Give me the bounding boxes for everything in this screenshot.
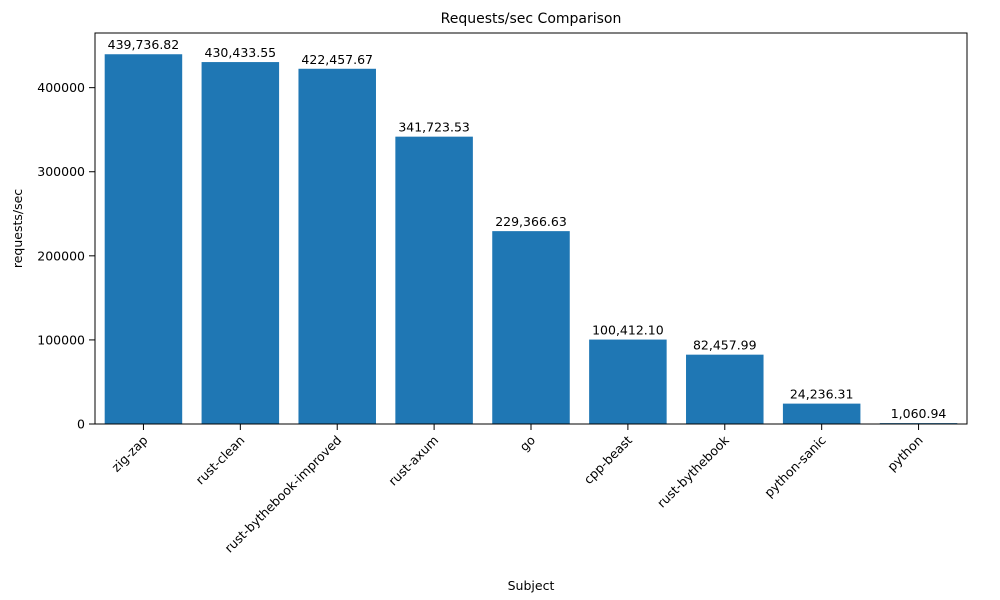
bar-value-label: 422,457.67: [301, 52, 373, 67]
x-tick-label: rust-bythebook: [654, 432, 733, 511]
bar: [395, 136, 473, 425]
bar: [298, 68, 376, 424]
plot-area: 0 100000 200000 300000 400000 439,736.82 zig-z…: [37, 37, 958, 556]
bar-value-label: 229,366.63: [495, 214, 567, 229]
x-axis-label: Subject: [508, 578, 555, 593]
x-tick-label: rust-bythebook-improved: [221, 433, 344, 556]
bar-value-label: 430,433.55: [205, 45, 277, 60]
y-tick-label: 400000: [37, 80, 85, 95]
bar: [201, 62, 280, 424]
x-tick-label: rust-axum: [385, 433, 441, 489]
x-tick-label: python: [884, 433, 926, 475]
x-tick-label: python-sanic: [761, 432, 829, 500]
bar-value-label: 100,412.10: [592, 323, 664, 338]
bar-value-label: 1,060.94: [891, 406, 947, 421]
y-axis-label: requests/sec: [10, 189, 25, 268]
x-tick-label: cpp-beast: [581, 432, 635, 486]
bar-value-label: 341,723.53: [398, 120, 470, 135]
y-tick-label: 200000: [37, 248, 85, 263]
y-tick-label: 100000: [37, 332, 85, 347]
bar: [686, 354, 764, 424]
y-tick-label: 300000: [37, 164, 85, 179]
bar-value-label: 82,457.99: [693, 338, 757, 353]
bar: [104, 54, 183, 425]
x-tick-label: go: [516, 433, 538, 455]
x-tick-label: zig-zap: [108, 432, 150, 474]
bar: [782, 403, 861, 424]
bar: [589, 339, 667, 424]
y-tick-label: 0: [77, 417, 85, 432]
x-tick-label: rust-clean: [193, 433, 248, 488]
axes-frame: [94, 32, 968, 425]
bar: [492, 231, 570, 424]
chart-title: Requests/sec Comparison: [441, 11, 622, 27]
bar-value-label: 24,236.31: [790, 387, 854, 402]
bar-value-label: 439,736.82: [108, 37, 180, 52]
